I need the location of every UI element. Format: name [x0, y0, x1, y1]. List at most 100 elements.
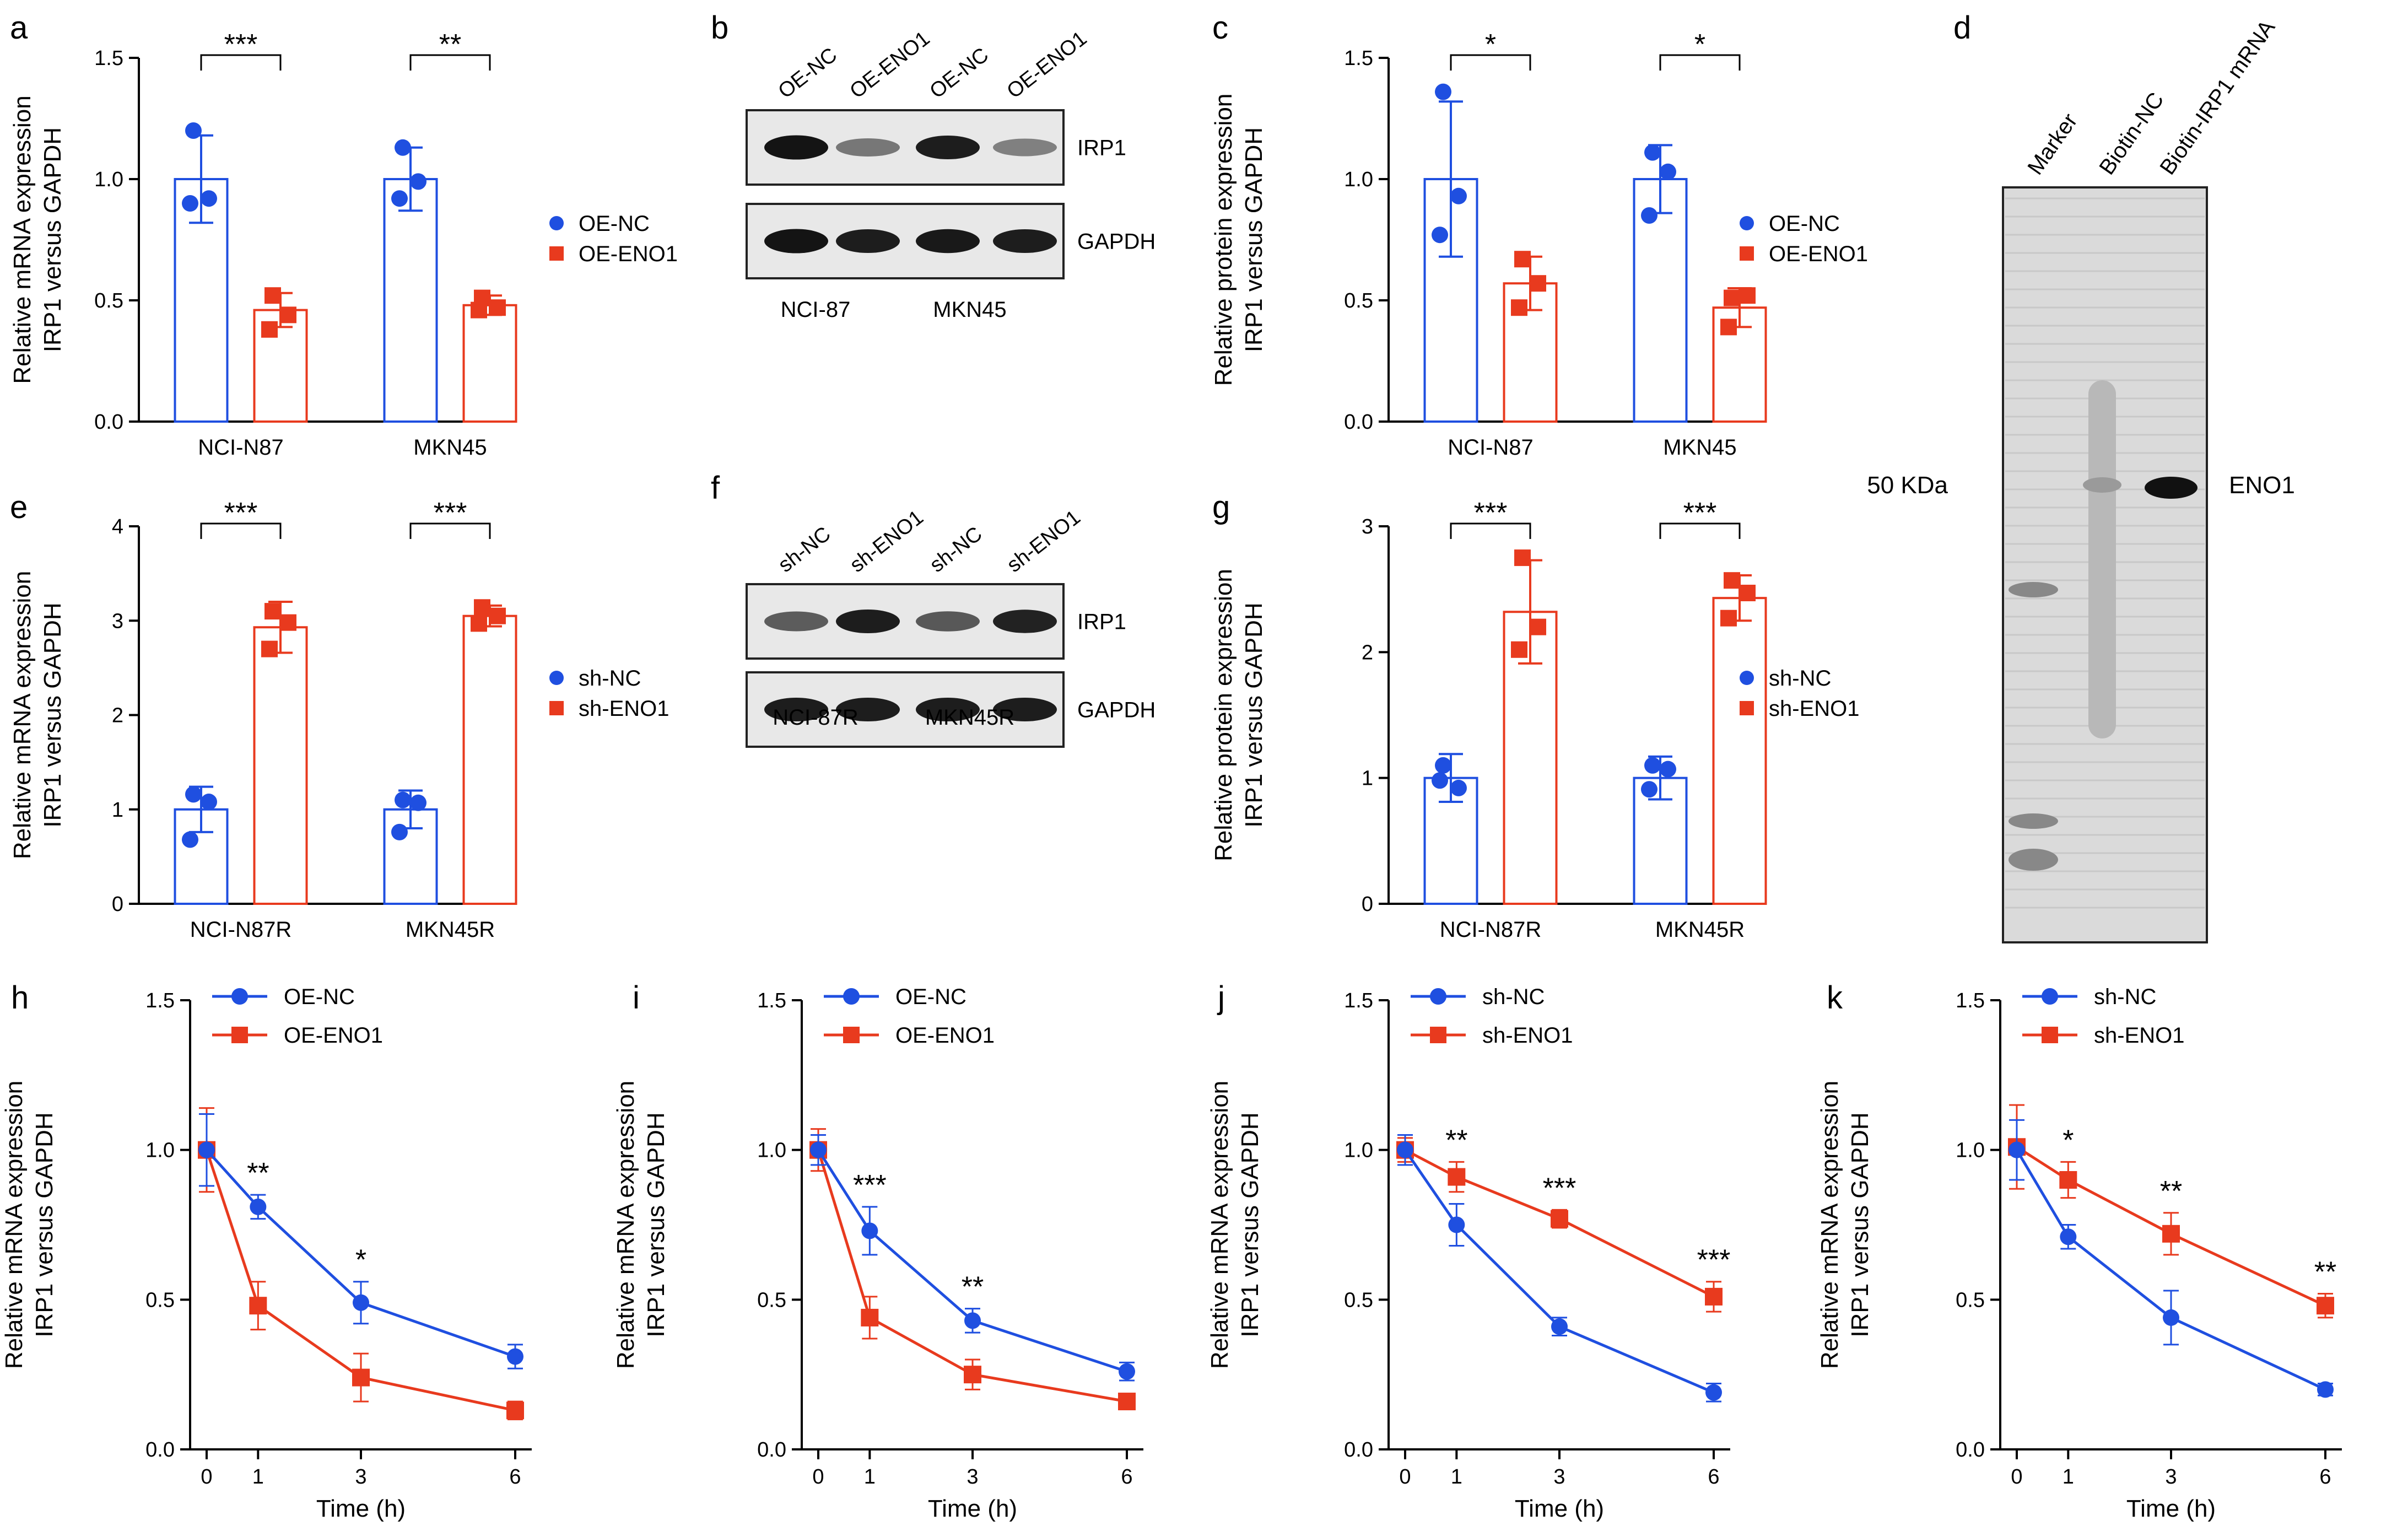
panel-letter: c: [1212, 10, 1228, 46]
data-point: [1641, 207, 1657, 224]
y-tick-label: 0.5: [1956, 1288, 1985, 1312]
data-point: [391, 190, 408, 207]
band-label: IRP1: [1077, 136, 1126, 160]
panel-k-group: k 0.0 0.5 1.0 1.5 0 1 3 6 Time (h) Relative mRNA e…: [1816, 980, 2342, 1522]
x-axis-label: Time (h): [2126, 1495, 2216, 1522]
y-tick-label: 0.0: [145, 1438, 175, 1462]
y-axis-label: IRP1 versus GAPDH: [39, 127, 66, 352]
significance-label: ***: [224, 497, 258, 529]
x-tick-label: 3: [2165, 1465, 2177, 1489]
data-point: [1432, 772, 1448, 789]
y-axis-label: Relative mRNA expression: [9, 571, 36, 859]
y-tick-label: 1.0: [1344, 1139, 1373, 1162]
y-axis-label: IRP1 versus GAPDH: [1237, 1112, 1264, 1337]
x-tick-label: NCI-N87R: [190, 918, 291, 942]
legend-label: OE-ENO1: [895, 1023, 995, 1048]
y-tick-label: 0.0: [1956, 1438, 1985, 1462]
x-tick-label: 0: [812, 1465, 824, 1489]
significance-label: **: [439, 29, 461, 61]
y-tick-label: 0.5: [94, 289, 123, 312]
faint-band: [2083, 477, 2121, 493]
legend-marker: [843, 1027, 860, 1043]
y-tick-label: 1: [112, 799, 123, 822]
significance-label: *: [1694, 29, 1705, 61]
data-point: [2059, 1171, 2077, 1189]
y-tick-label: 0.5: [1344, 1288, 1373, 1312]
data-point: [1448, 1216, 1465, 1233]
legend-marker: [231, 988, 248, 1005]
group-label: NCI-87R: [773, 705, 859, 730]
y-tick-label: 1.5: [1956, 989, 1985, 1012]
x-tick-label: 0: [201, 1465, 212, 1489]
panel-j-group: j 0.0 0.5 1.0 1.5 0 1 3 6 Time (h) Relative mRNA e…: [1206, 980, 1730, 1522]
data-point: [1739, 585, 1756, 602]
y-axis-label: Relative mRNA expression: [1, 1081, 28, 1369]
data-point: [1118, 1393, 1136, 1411]
legend-label: OE-NC: [1769, 212, 1840, 236]
x-axis-label: Time (h): [316, 1495, 406, 1522]
legend-label: sh-ENO1: [579, 697, 670, 721]
protein-band: [993, 229, 1057, 253]
data-point: [201, 794, 217, 811]
legend-label: OE-NC: [284, 985, 355, 1009]
panel-h-group: h 0.0 0.5 1.0 1.5 0 1 3 6 Time (h) Relative mRNA e…: [1, 980, 532, 1522]
significance-label: ***: [1474, 497, 1508, 529]
legend-label: sh-ENO1: [2094, 1023, 2185, 1048]
protein-band: [916, 136, 980, 159]
series-line: [2015, 1149, 2326, 1391]
y-tick-label: 1.0: [1344, 168, 1373, 191]
x-tick-label: MKN45: [1663, 435, 1736, 460]
data-point: [198, 1141, 215, 1158]
marker-size-label: 50 KDa: [1867, 472, 1948, 499]
data-point: [471, 615, 487, 632]
protein-band: [916, 611, 980, 632]
data-point: [1724, 572, 1740, 589]
y-axis-label: IRP1 versus GAPDH: [1847, 1112, 1874, 1337]
significance-label: **: [2314, 1256, 2336, 1288]
data-point: [861, 1222, 878, 1239]
significance-label: ***: [1543, 1172, 1576, 1204]
legend-label: OE-ENO1: [579, 242, 678, 266]
legend-marker: [1430, 988, 1446, 1005]
data-point: [352, 1368, 370, 1387]
significance-bracket: [200, 54, 282, 71]
legend-marker: [549, 701, 564, 715]
data-point: [182, 831, 198, 848]
y-tick-label: 1.5: [1344, 989, 1373, 1012]
significance-label: *: [2063, 1124, 2074, 1156]
x-tick-label: 3: [355, 1465, 366, 1489]
band-label: GAPDH: [1077, 230, 1156, 254]
legend-label: OE-ENO1: [284, 1023, 383, 1048]
legend-marker: [549, 671, 564, 685]
data-point: [2009, 1141, 2025, 1158]
panel-e-group: e 0 1 2 3 4 Relative mRNA expression IRP1 versu…: [9, 489, 670, 942]
data-point: [2317, 1297, 2334, 1315]
significance-label: ***: [1697, 1244, 1731, 1276]
data-point: [261, 640, 278, 657]
data-point: [1511, 299, 1527, 316]
data-point: [182, 195, 198, 212]
x-tick-label: 1: [1451, 1465, 1462, 1489]
band-label: IRP1: [1077, 610, 1126, 634]
x-axis-label: Time (h): [928, 1495, 1017, 1522]
series-line: [817, 1149, 1127, 1373]
data-point: [2060, 1228, 2077, 1245]
data-point: [1514, 549, 1531, 567]
data-point: [1720, 319, 1737, 336]
x-tick-label: NCI-N87: [1448, 435, 1534, 460]
data-point: [1641, 781, 1657, 798]
x-tick-label: NCI-N87: [198, 435, 284, 460]
data-point: [250, 1198, 267, 1215]
protein-band: [836, 698, 900, 721]
data-point: [474, 599, 490, 616]
data-point: [2163, 1309, 2179, 1326]
series-line: [205, 1149, 516, 1412]
y-tick-label: 3: [1362, 515, 1373, 538]
data-point: [261, 321, 278, 338]
x-tick-label: 6: [1121, 1465, 1132, 1489]
y-tick-label: 0.0: [1344, 1438, 1373, 1462]
y-tick-label: 0.0: [757, 1438, 786, 1462]
panel-c-group: c 0.0 0.5 1.0 1.5 Relative protein expression…: [1210, 10, 1868, 460]
y-tick-label: 2: [1362, 641, 1373, 664]
y-tick-label: 1.5: [757, 989, 786, 1012]
